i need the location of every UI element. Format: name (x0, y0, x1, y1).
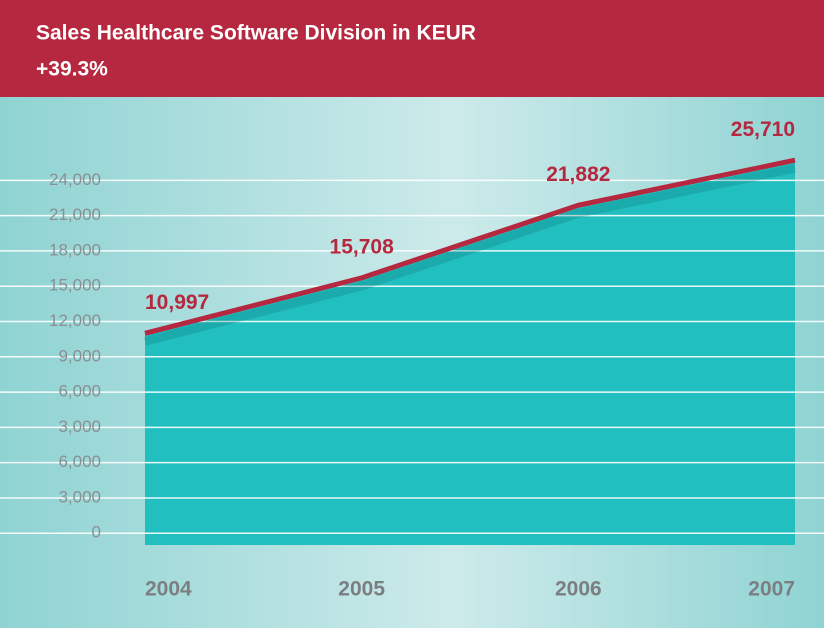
x-tick-label: 2004 (145, 578, 192, 601)
area-fill (145, 160, 795, 545)
chart-subtitle: +39.3% (36, 58, 108, 81)
y-tick-label: 12,000 (49, 311, 101, 330)
y-tick-label: 6,000 (58, 382, 101, 401)
x-tick-label: 2006 (555, 578, 602, 601)
data-label: 15,708 (330, 235, 395, 258)
x-tick-label: 2007 (748, 578, 795, 601)
data-label: 10,997 (145, 291, 209, 314)
header (0, 0, 824, 97)
y-tick-label: 0 (92, 523, 101, 542)
y-tick-label: 3,000 (58, 417, 101, 436)
y-tick-label: 6,000 (58, 452, 101, 471)
data-label: 21,882 (546, 163, 610, 186)
y-tick-label: 21,000 (49, 205, 101, 224)
y-tick-label: 3,000 (58, 487, 101, 506)
chart-title: Sales Healthcare Software Division in KE… (36, 22, 476, 45)
line-shadow (143, 163, 796, 346)
y-tick-label: 18,000 (49, 240, 101, 259)
line (144, 157, 796, 336)
y-tick-label: 15,000 (49, 276, 101, 295)
y-tick-label: 9,000 (58, 346, 101, 365)
y-tick-label: 24,000 (49, 170, 101, 189)
x-tick-label: 2005 (338, 578, 385, 601)
data-label: 25,710 (731, 118, 795, 141)
